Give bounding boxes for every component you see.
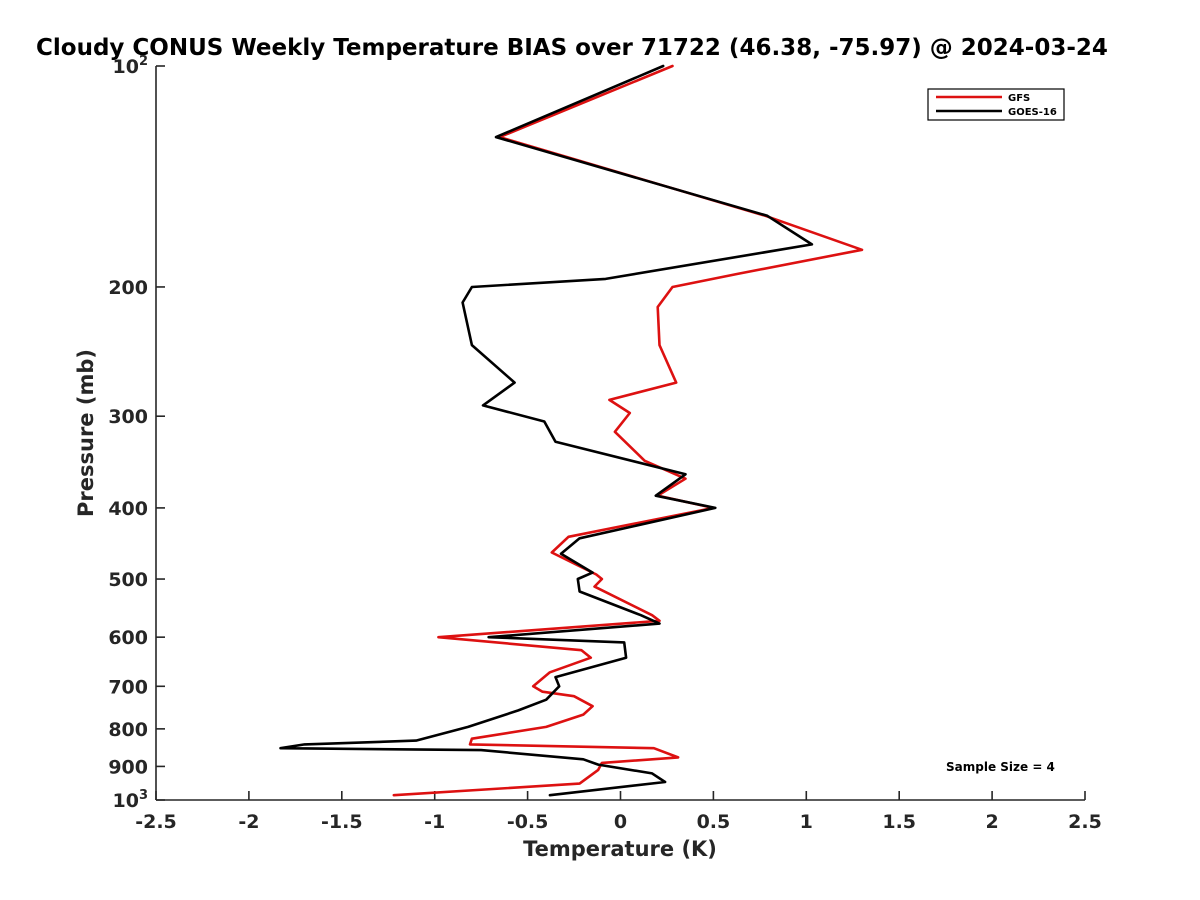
- y-tick-label-base: 10: [113, 56, 139, 78]
- x-tick-label: -2: [238, 811, 259, 833]
- y-tick-label: 500: [108, 569, 148, 591]
- y-tick-label: 600: [108, 627, 148, 649]
- y-tick-label: 102: [113, 54, 149, 78]
- x-tick-label: 0.5: [697, 811, 731, 833]
- y-tick-label: 200: [108, 277, 148, 299]
- y-tick-label-exponent: 2: [139, 54, 148, 69]
- x-ticks: -2.5 -2 -1.5 -1 -0.5 0 0.5 1 1.5 2 2.5: [135, 791, 1102, 833]
- series-lines: [279, 64, 864, 797]
- series-line-goes16: [279, 64, 814, 797]
- legend: GFS GOES-16: [927, 88, 1065, 121]
- legend-label-goes16: GOES-16: [1008, 107, 1057, 118]
- x-tick-label: 1.5: [882, 811, 916, 833]
- y-tick-label: 300: [108, 406, 148, 428]
- x-tick-label: 2.5: [1068, 811, 1102, 833]
- y-tick-label: 400: [108, 498, 148, 520]
- y-tick-label: 700: [108, 676, 148, 698]
- plot-area: [155, 66, 1085, 801]
- y-tick-label: 800: [108, 719, 148, 741]
- x-tick-label: 2: [985, 811, 998, 833]
- legend-box: [927, 88, 1065, 121]
- x-tick-label: 0: [614, 811, 627, 833]
- y-axis-label: Pressure (mb): [74, 349, 98, 517]
- x-tick-label: -1.5: [321, 811, 363, 833]
- x-tick-label: -1: [424, 811, 445, 833]
- x-tick-label: 1: [800, 811, 813, 833]
- series-line-gfs: [392, 64, 864, 797]
- chart-title: Cloudy CONUS Weekly Temperature BIAS ove…: [36, 35, 1108, 61]
- x-tick-label: -2.5: [135, 811, 177, 833]
- x-tick-label: -0.5: [507, 811, 549, 833]
- y-tick-label: 900: [108, 756, 148, 778]
- y-tick-label-base: 10: [113, 790, 139, 812]
- x-axis-label: Temperature (K): [523, 837, 717, 861]
- sample-size-annotation: Sample Size = 4: [946, 760, 1055, 774]
- y-tick-label: 103: [113, 788, 149, 812]
- legend-label-gfs: GFS: [1008, 93, 1030, 104]
- y-tick-label-exponent: 3: [139, 788, 148, 803]
